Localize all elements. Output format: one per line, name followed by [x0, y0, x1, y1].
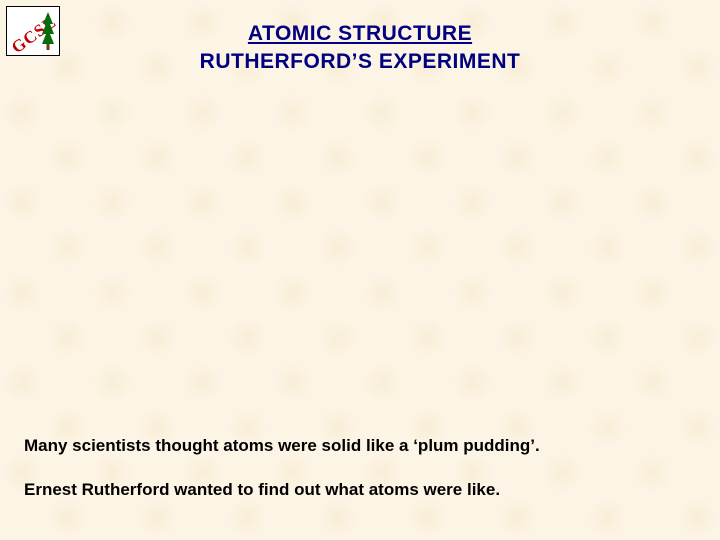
tree-icon: [42, 12, 54, 50]
body-line-2: Ernest Rutherford wanted to find out wha…: [24, 480, 696, 500]
gcse-logo: GCSE: [6, 6, 60, 56]
slide-title: ATOMIC STRUCTURE: [0, 22, 720, 46]
body-line-1: Many scientists thought atoms were solid…: [24, 436, 696, 456]
slide-subtitle: RUTHERFORD’S EXPERIMENT: [0, 50, 720, 74]
body-text: Many scientists thought atoms were solid…: [24, 436, 696, 500]
title-block: ATOMIC STRUCTURE RUTHERFORD’S EXPERIMENT: [0, 0, 720, 74]
